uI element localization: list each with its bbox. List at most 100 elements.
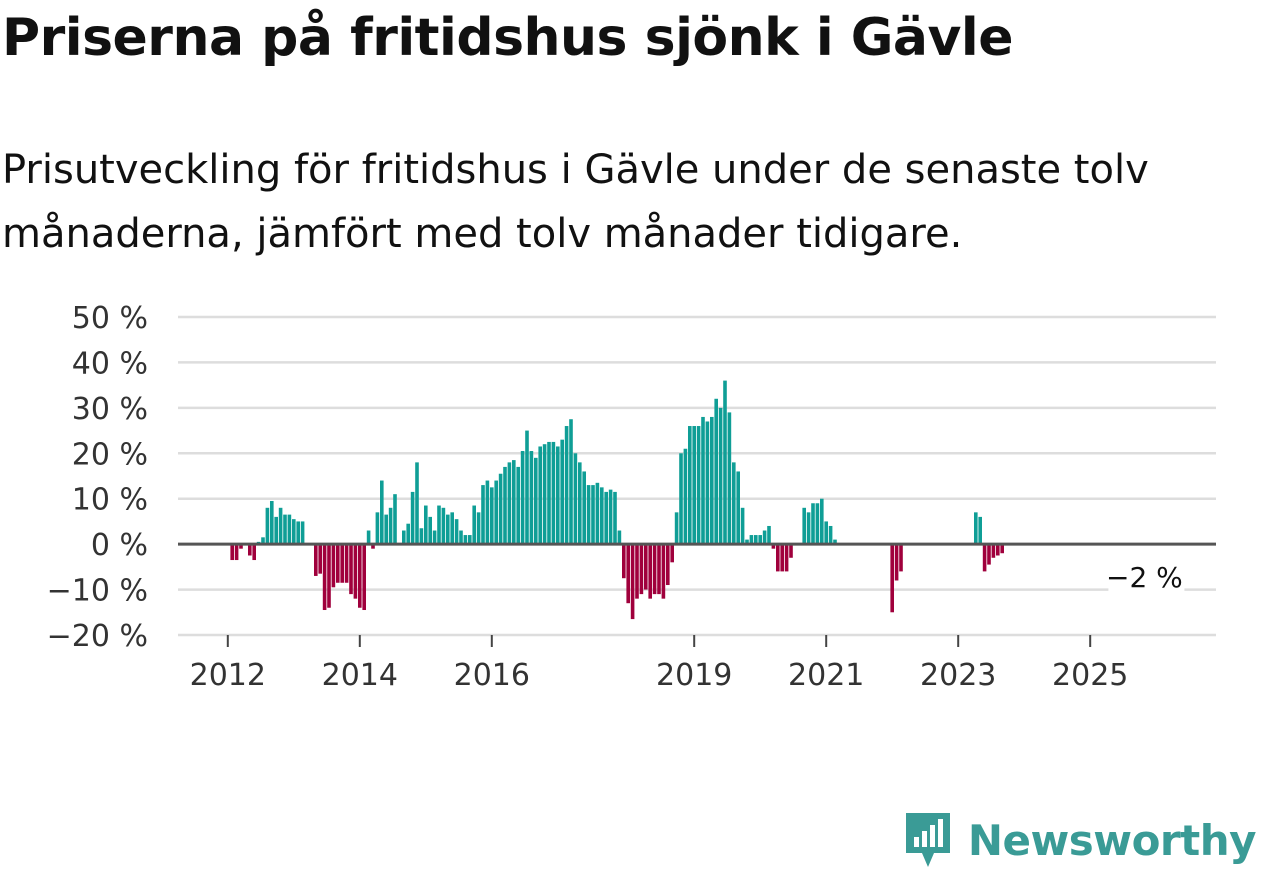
bar [705, 421, 710, 545]
bar [635, 544, 639, 599]
bar [652, 544, 657, 595]
bar [230, 544, 234, 561]
brand-name: Newsworthy [967, 815, 1257, 865]
bar [450, 512, 454, 545]
bar [507, 462, 512, 545]
y-tick-label: 30 % [72, 392, 148, 427]
bar [833, 539, 837, 545]
bar [512, 460, 516, 545]
bar [978, 516, 982, 545]
annotation-label: −2 % [1106, 561, 1183, 594]
bar [644, 544, 648, 590]
bar [419, 528, 424, 545]
bar [234, 544, 239, 561]
bar [331, 544, 336, 588]
bar [371, 544, 375, 549]
bar [784, 544, 789, 572]
bar [630, 544, 635, 620]
x-tick-label: 2023 [920, 658, 996, 693]
bar [388, 507, 393, 545]
bar-chart: −20 %−10 %0 %10 %20 %30 %40 %50 % 2012 20… [47, 301, 1216, 693]
brand-logo: Newsworthy [904, 811, 1257, 869]
y-tick-label: 40 % [72, 346, 148, 381]
bar [802, 507, 806, 545]
bar [248, 544, 252, 556]
bar [670, 544, 674, 563]
bar [692, 426, 696, 545]
bar [384, 514, 388, 545]
bar [406, 523, 410, 545]
bar [776, 544, 780, 572]
bar [503, 466, 507, 545]
bar [441, 507, 446, 545]
bar [485, 480, 490, 545]
y-axis: −20 % −10 % 0 % 10 % 20 % 30 % 40 % 50 % [47, 301, 148, 654]
bar [556, 446, 560, 545]
bar [292, 519, 296, 545]
bar [476, 512, 481, 545]
bar [617, 530, 622, 545]
bar [358, 544, 362, 608]
bar [987, 544, 991, 565]
chart-title: Priserna på fritidshus sjönk i Gävle [2, 8, 1014, 68]
bar [564, 426, 569, 545]
bar [252, 544, 256, 561]
bar [481, 485, 485, 545]
bar [758, 535, 762, 545]
bar [362, 544, 366, 611]
bar [696, 426, 701, 545]
bar [754, 535, 758, 545]
bar [771, 544, 776, 549]
bar [974, 512, 978, 545]
y-tick-label: 50 % [72, 301, 148, 336]
bar [727, 412, 732, 545]
bar [608, 489, 613, 545]
bar [296, 521, 300, 545]
y-tick-label: −20 % [47, 619, 148, 654]
bar [648, 544, 652, 599]
bar [688, 426, 692, 545]
bar [626, 544, 630, 604]
bar [547, 441, 551, 545]
bar [446, 514, 450, 545]
x-tick-label: 2012 [190, 658, 266, 693]
bar [525, 430, 529, 545]
bar [828, 525, 833, 545]
bar [718, 407, 723, 545]
bar [340, 544, 344, 583]
bar [982, 544, 987, 572]
bar [380, 480, 384, 545]
bar [732, 462, 736, 545]
bar [353, 544, 358, 599]
bar [679, 453, 683, 545]
bar [551, 441, 556, 545]
bar [701, 416, 705, 545]
bar [529, 451, 534, 545]
bar [437, 505, 441, 545]
bar [454, 519, 459, 545]
bar [674, 512, 679, 545]
x-tick-label: 2019 [656, 658, 732, 693]
bar [811, 503, 815, 545]
bar [736, 471, 740, 545]
bar [815, 503, 820, 545]
bar [710, 416, 714, 545]
bar [714, 398, 718, 545]
bar [375, 512, 380, 545]
bar [569, 419, 573, 545]
newsworthy-logo-icon [905, 813, 950, 867]
bar [261, 537, 265, 545]
bar [780, 544, 784, 572]
bar [723, 380, 727, 545]
bar [468, 535, 472, 545]
bar [899, 544, 903, 572]
bar [767, 525, 771, 545]
annotation: −2 % [1106, 561, 1185, 596]
bar [274, 516, 278, 545]
bar [283, 514, 287, 545]
bar [683, 448, 688, 545]
bar [740, 507, 745, 545]
x-tick-label: 2021 [788, 658, 864, 693]
bar [820, 498, 824, 545]
bar [393, 494, 397, 545]
